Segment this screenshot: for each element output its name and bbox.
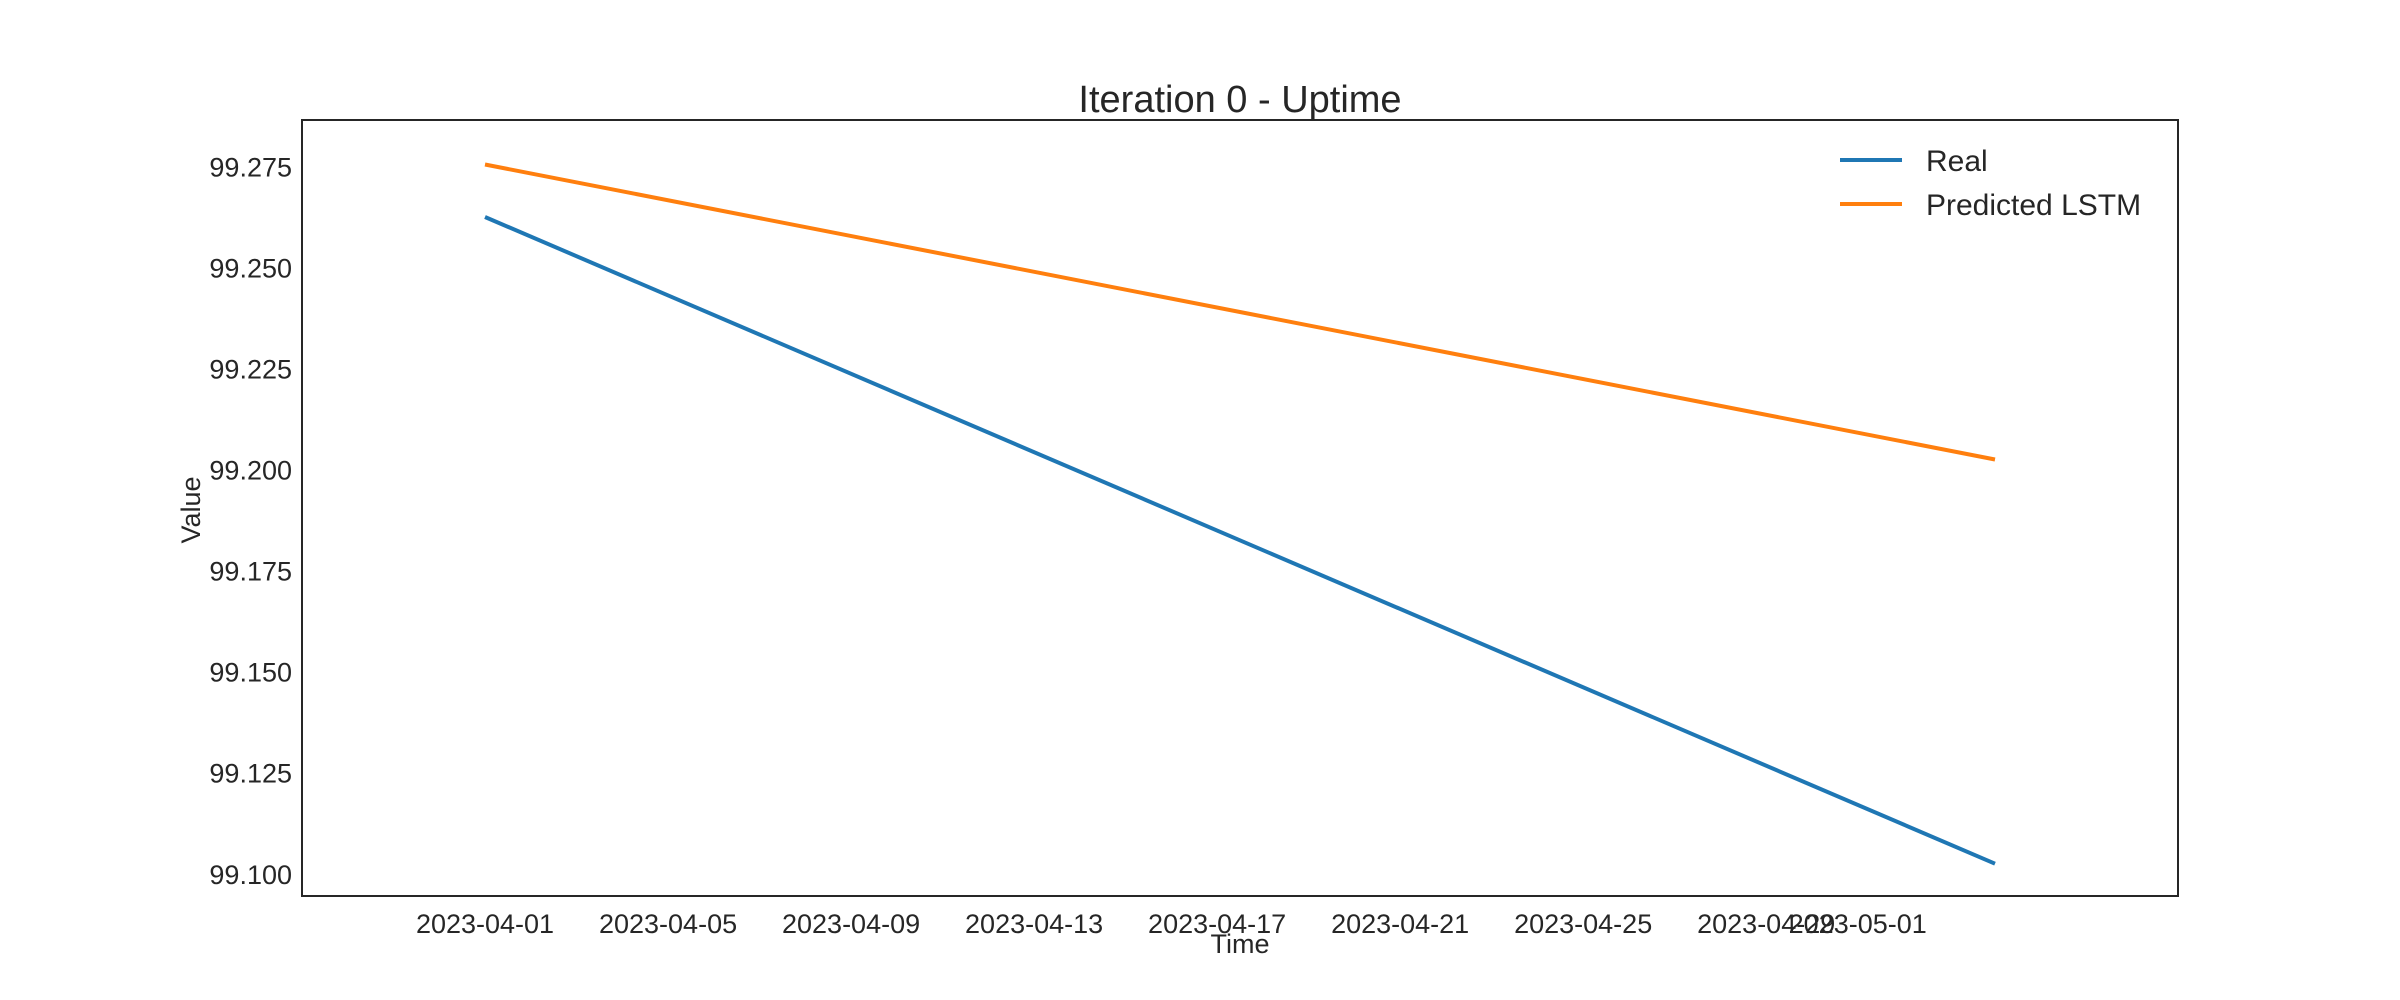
x-tick-label: 2023-04-21 — [1331, 909, 1469, 939]
y-axis-label: Value — [176, 476, 206, 543]
x-tick-label: 2023-04-29 — [1697, 909, 1835, 939]
y-tick-label: 99.150 — [209, 658, 292, 688]
y-axis: 99.100 99.125 99.150 99.175 99.200 99.225 99.2… — [209, 152, 292, 889]
y-tick-label: 99.175 — [209, 557, 292, 587]
plot-area — [301, 119, 2179, 897]
y-tick-label: 99.225 — [209, 355, 292, 385]
y-tick-label: 99.100 — [209, 860, 292, 890]
series-line-0 — [484, 215, 1996, 866]
x-axis-label: Time — [1211, 929, 1270, 959]
y-tick-label: 99.125 — [209, 759, 292, 789]
plot-frame — [301, 119, 2179, 897]
x-axis: 2023-04-01 2023-04-05 2023-04-09 2023-04-13… — [416, 909, 1927, 939]
y-tick-label: 99.250 — [209, 254, 292, 284]
y-tick-label: 99.275 — [209, 152, 292, 182]
chart-title: Iteration 0 - Uptime — [1078, 79, 1401, 121]
x-tick-label: 2023-04-01 — [416, 909, 554, 939]
x-tick-label: 2023-04-13 — [965, 909, 1103, 939]
y-tick-label: 99.200 — [209, 456, 292, 486]
x-tick-label: 2023-04-09 — [782, 909, 920, 939]
legend: Real Predicted LSTM — [1840, 145, 2141, 222]
x-tick-label: 2023-05-01 — [1789, 909, 1927, 939]
series-line-1 — [484, 162, 1996, 462]
x-tick-label: 2023-04-25 — [1514, 909, 1652, 939]
x-tick-label: 2023-04-05 — [599, 909, 737, 939]
x-tick-label: 2023-04-17 — [1148, 909, 1286, 939]
legend-label: Real — [1926, 145, 1988, 178]
legend-label: Predicted LSTM — [1926, 189, 2141, 222]
series-layer — [484, 162, 1996, 866]
